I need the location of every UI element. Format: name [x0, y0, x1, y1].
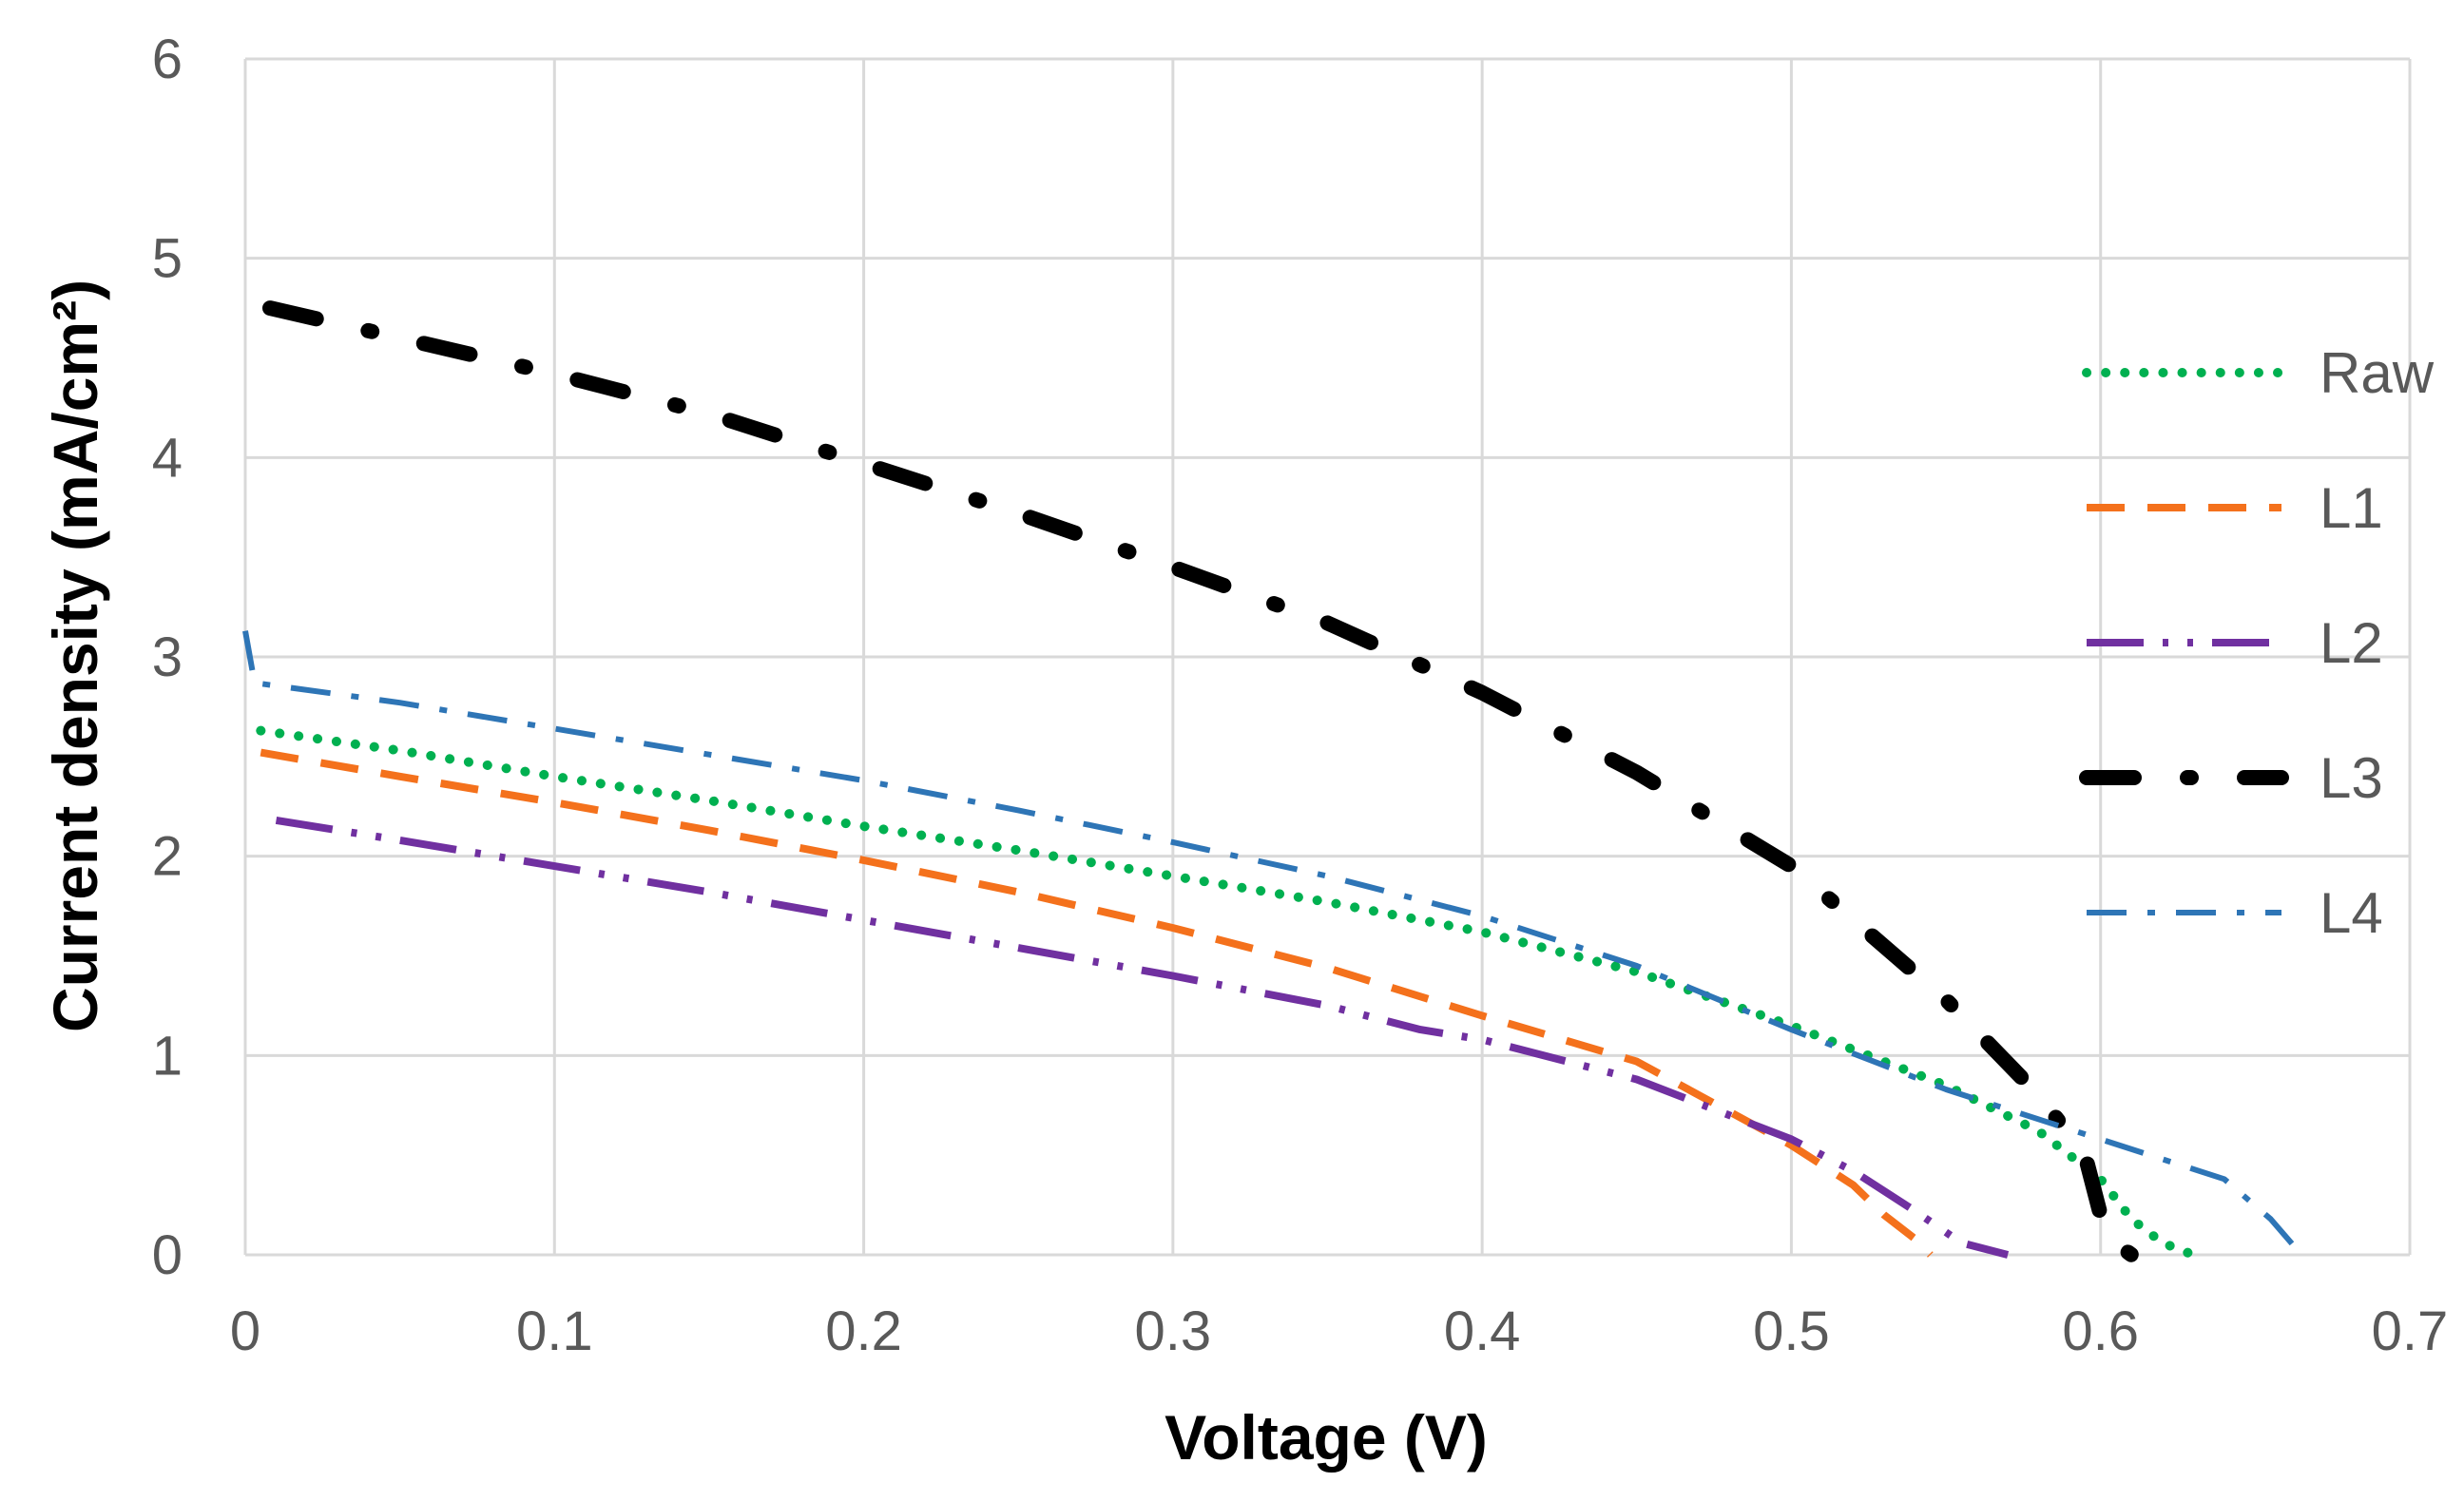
y-tick-label: 6: [152, 29, 183, 90]
x-tick-label: 0.4: [1444, 1300, 1521, 1362]
series-line-raw: [256, 725, 2199, 1260]
legend-label-raw: Raw: [2320, 341, 2435, 405]
legend-label-l1: L1: [2320, 476, 2383, 540]
grid: [243, 57, 2412, 1257]
series-line-l4: [242, 630, 2304, 1257]
legend-label-l2: L2: [2320, 611, 2383, 675]
y-tick-label: 2: [152, 826, 183, 888]
y-tick-label: 5: [152, 228, 183, 290]
series-line-l3: [262, 300, 2140, 1262]
y-tick-label: 3: [152, 626, 183, 688]
x-axis-ticks: 0 0.1 0.2 0.3 0.4 0.5 0.6 0.7: [230, 1300, 2448, 1362]
x-tick-label: 0: [230, 1300, 260, 1362]
y-axis-title: Current density (mA/cm²): [40, 279, 110, 1032]
x-tick-label: 0.1: [516, 1300, 593, 1362]
y-tick-label: 0: [152, 1224, 183, 1286]
x-tick-label: 0.2: [825, 1300, 902, 1362]
y-tick-label: 1: [152, 1025, 183, 1087]
x-tick-label: 0.5: [1753, 1300, 1830, 1362]
x-tick-label: 0.6: [2062, 1300, 2139, 1362]
x-tick-label: 0.3: [1135, 1300, 1212, 1362]
series-lines: [242, 300, 2304, 1262]
x-tick-label: 0.7: [2372, 1300, 2449, 1362]
legend-label-l3: L3: [2320, 746, 2383, 810]
legend: Raw L1 L2 L3 L4: [2079, 341, 2435, 945]
y-axis-ticks: 0 1 2 3 4 5 6: [152, 29, 183, 1286]
x-axis-title: Voltage (V): [1165, 1402, 1488, 1473]
y-tick-label: 4: [152, 427, 183, 489]
series-line-l2: [275, 816, 2010, 1259]
legend-label-l4: L4: [2320, 881, 2383, 945]
